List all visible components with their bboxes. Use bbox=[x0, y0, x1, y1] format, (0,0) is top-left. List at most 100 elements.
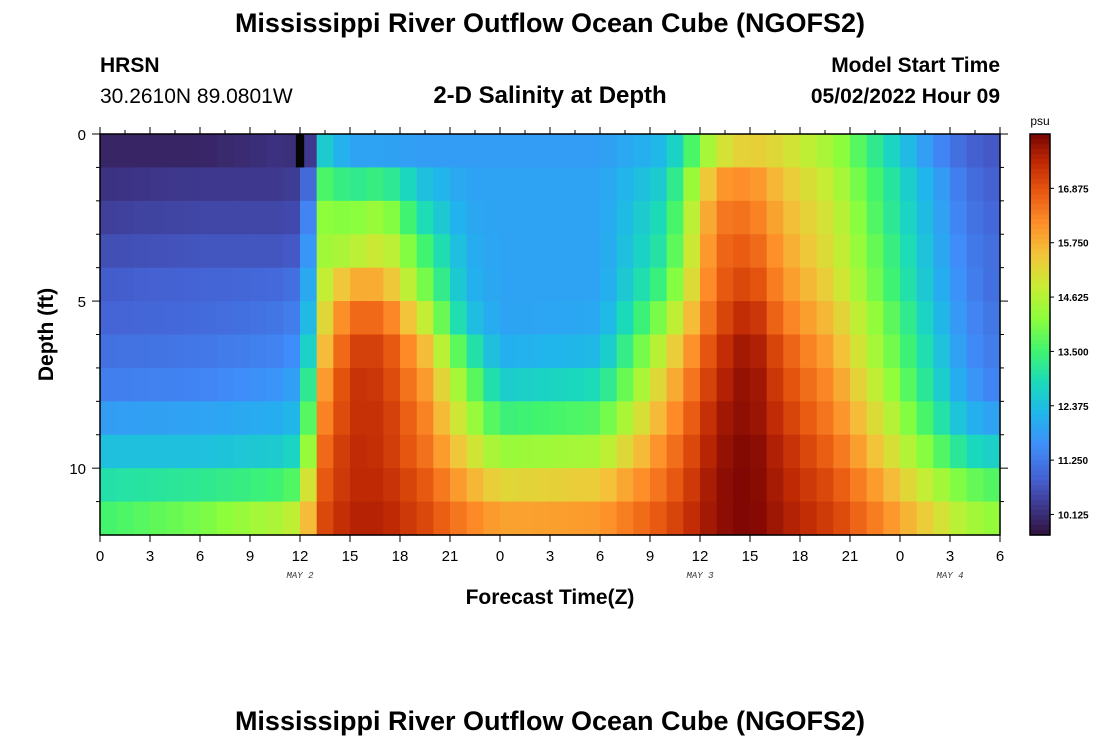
heatmap-cell bbox=[966, 367, 984, 402]
heatmap-cell bbox=[933, 501, 951, 536]
heatmap-cell bbox=[983, 434, 1001, 469]
heatmap-cell bbox=[800, 468, 818, 503]
heatmap-cell bbox=[700, 401, 718, 436]
heatmap-cell bbox=[766, 200, 784, 235]
heatmap-cell bbox=[250, 501, 268, 536]
heatmap-cell bbox=[416, 434, 434, 469]
colorbar-tick-label: 15.750 bbox=[1058, 239, 1089, 250]
heatmap-cell bbox=[633, 167, 651, 202]
heatmap-cell bbox=[933, 468, 951, 503]
heatmap-cell bbox=[400, 367, 418, 402]
heatmap-cell bbox=[966, 501, 984, 536]
colorbar-segment bbox=[1030, 344, 1050, 351]
heatmap-cell bbox=[583, 401, 601, 436]
heatmap-cell bbox=[950, 367, 968, 402]
heatmap-cell bbox=[233, 234, 251, 269]
heatmap-cell bbox=[483, 501, 501, 536]
heatmap-cell bbox=[850, 234, 868, 269]
heatmap-cell bbox=[783, 301, 801, 336]
plot-axes: 0 3 6 9 12 15 18 21 0 3 6 9 12 15 18 21 0 3 6 MAY 2 MAY 3 MAY… bbox=[69, 127, 1008, 581]
heatmap-cell bbox=[750, 267, 768, 302]
heatmap-cell bbox=[383, 167, 401, 202]
heatmap-cell bbox=[933, 167, 951, 202]
heatmap-cell bbox=[983, 401, 1001, 436]
heatmap-cell bbox=[866, 267, 884, 302]
heatmap-cell bbox=[566, 367, 584, 402]
heatmap-cell bbox=[966, 267, 984, 302]
heatmap-cell bbox=[450, 134, 468, 169]
heatmap-cell bbox=[733, 367, 751, 402]
heatmap-cell bbox=[100, 134, 118, 169]
heatmap-cell bbox=[433, 267, 451, 302]
heatmap-cell bbox=[900, 334, 918, 369]
heatmap-cell bbox=[933, 367, 951, 402]
heatmap-cell bbox=[916, 167, 934, 202]
heatmap-cell bbox=[666, 167, 684, 202]
heatmap-cell bbox=[416, 367, 434, 402]
heatmap-cell bbox=[550, 501, 568, 536]
heatmap-cell bbox=[466, 200, 484, 235]
heatmap-cell bbox=[233, 401, 251, 436]
heatmap-cell bbox=[233, 468, 251, 503]
colorbar-segment bbox=[1030, 379, 1050, 386]
heatmap-cell bbox=[816, 367, 834, 402]
heatmap-cell bbox=[166, 468, 184, 503]
colorbar-segment bbox=[1030, 404, 1050, 411]
colorbar: psu 16.875 15.750 14.625 13.500 12.375 11.250 1… bbox=[1029, 114, 1089, 536]
heatmap-cell bbox=[900, 200, 918, 235]
heatmap-cell bbox=[383, 367, 401, 402]
colorbar-segment bbox=[1030, 359, 1050, 366]
heatmap-cell bbox=[716, 501, 734, 536]
heatmap-cell bbox=[733, 200, 751, 235]
heatmap-cell bbox=[266, 167, 284, 202]
heatmap-cell bbox=[766, 234, 784, 269]
heatmap-cell bbox=[483, 200, 501, 235]
heatmap-cell bbox=[616, 401, 634, 436]
colorbar-segment bbox=[1030, 289, 1050, 295]
heatmap-cell bbox=[950, 301, 968, 336]
x-tick-label: 15 bbox=[342, 548, 359, 565]
station-coordinates: 30.2610N 89.0801W bbox=[100, 85, 293, 108]
heatmap-cell bbox=[300, 367, 318, 402]
heatmap-cell bbox=[900, 434, 918, 469]
heatmap-cell bbox=[483, 334, 501, 369]
heatmap-cell bbox=[783, 434, 801, 469]
heatmap-cell bbox=[550, 301, 568, 336]
colorbar-segment bbox=[1030, 304, 1050, 311]
colorbar-segment bbox=[1030, 249, 1050, 255]
heatmap-cell bbox=[716, 367, 734, 402]
heatmap-cell bbox=[266, 367, 284, 402]
colorbar-segment bbox=[1030, 279, 1050, 285]
heatmap-cell bbox=[700, 234, 718, 269]
heatmap-cell bbox=[583, 468, 601, 503]
x-tick-label: 12 bbox=[692, 548, 709, 565]
heatmap-cell bbox=[383, 334, 401, 369]
heatmap-cell bbox=[383, 267, 401, 302]
heatmap-cell bbox=[133, 367, 151, 402]
heatmap-cell bbox=[366, 367, 384, 402]
heatmap-cell bbox=[800, 434, 818, 469]
heatmap-cell bbox=[166, 334, 184, 369]
colorbar-segment bbox=[1030, 339, 1050, 346]
heatmap-cell bbox=[783, 367, 801, 402]
heatmap-cell bbox=[366, 234, 384, 269]
chart-subtitle: 2-D Salinity at Depth bbox=[433, 82, 667, 109]
heatmap-cell bbox=[233, 167, 251, 202]
colorbar-segment bbox=[1030, 189, 1050, 195]
heatmap-cell bbox=[450, 200, 468, 235]
x-tick-label: 9 bbox=[246, 548, 254, 565]
heatmap-cell bbox=[666, 434, 684, 469]
heatmap-cell bbox=[933, 434, 951, 469]
heatmap-cell bbox=[816, 134, 834, 169]
heatmap-cell bbox=[750, 134, 768, 169]
heatmap-cell bbox=[600, 468, 618, 503]
heatmap-cell bbox=[300, 167, 318, 202]
heatmap-cell bbox=[350, 301, 368, 336]
heatmap-cell bbox=[316, 401, 334, 436]
heatmap-cell bbox=[583, 367, 601, 402]
heatmap-cell bbox=[816, 434, 834, 469]
heatmap-cell bbox=[116, 334, 134, 369]
heatmap-cell bbox=[566, 200, 584, 235]
heatmap-cell bbox=[966, 200, 984, 235]
heatmap-cell bbox=[650, 200, 668, 235]
